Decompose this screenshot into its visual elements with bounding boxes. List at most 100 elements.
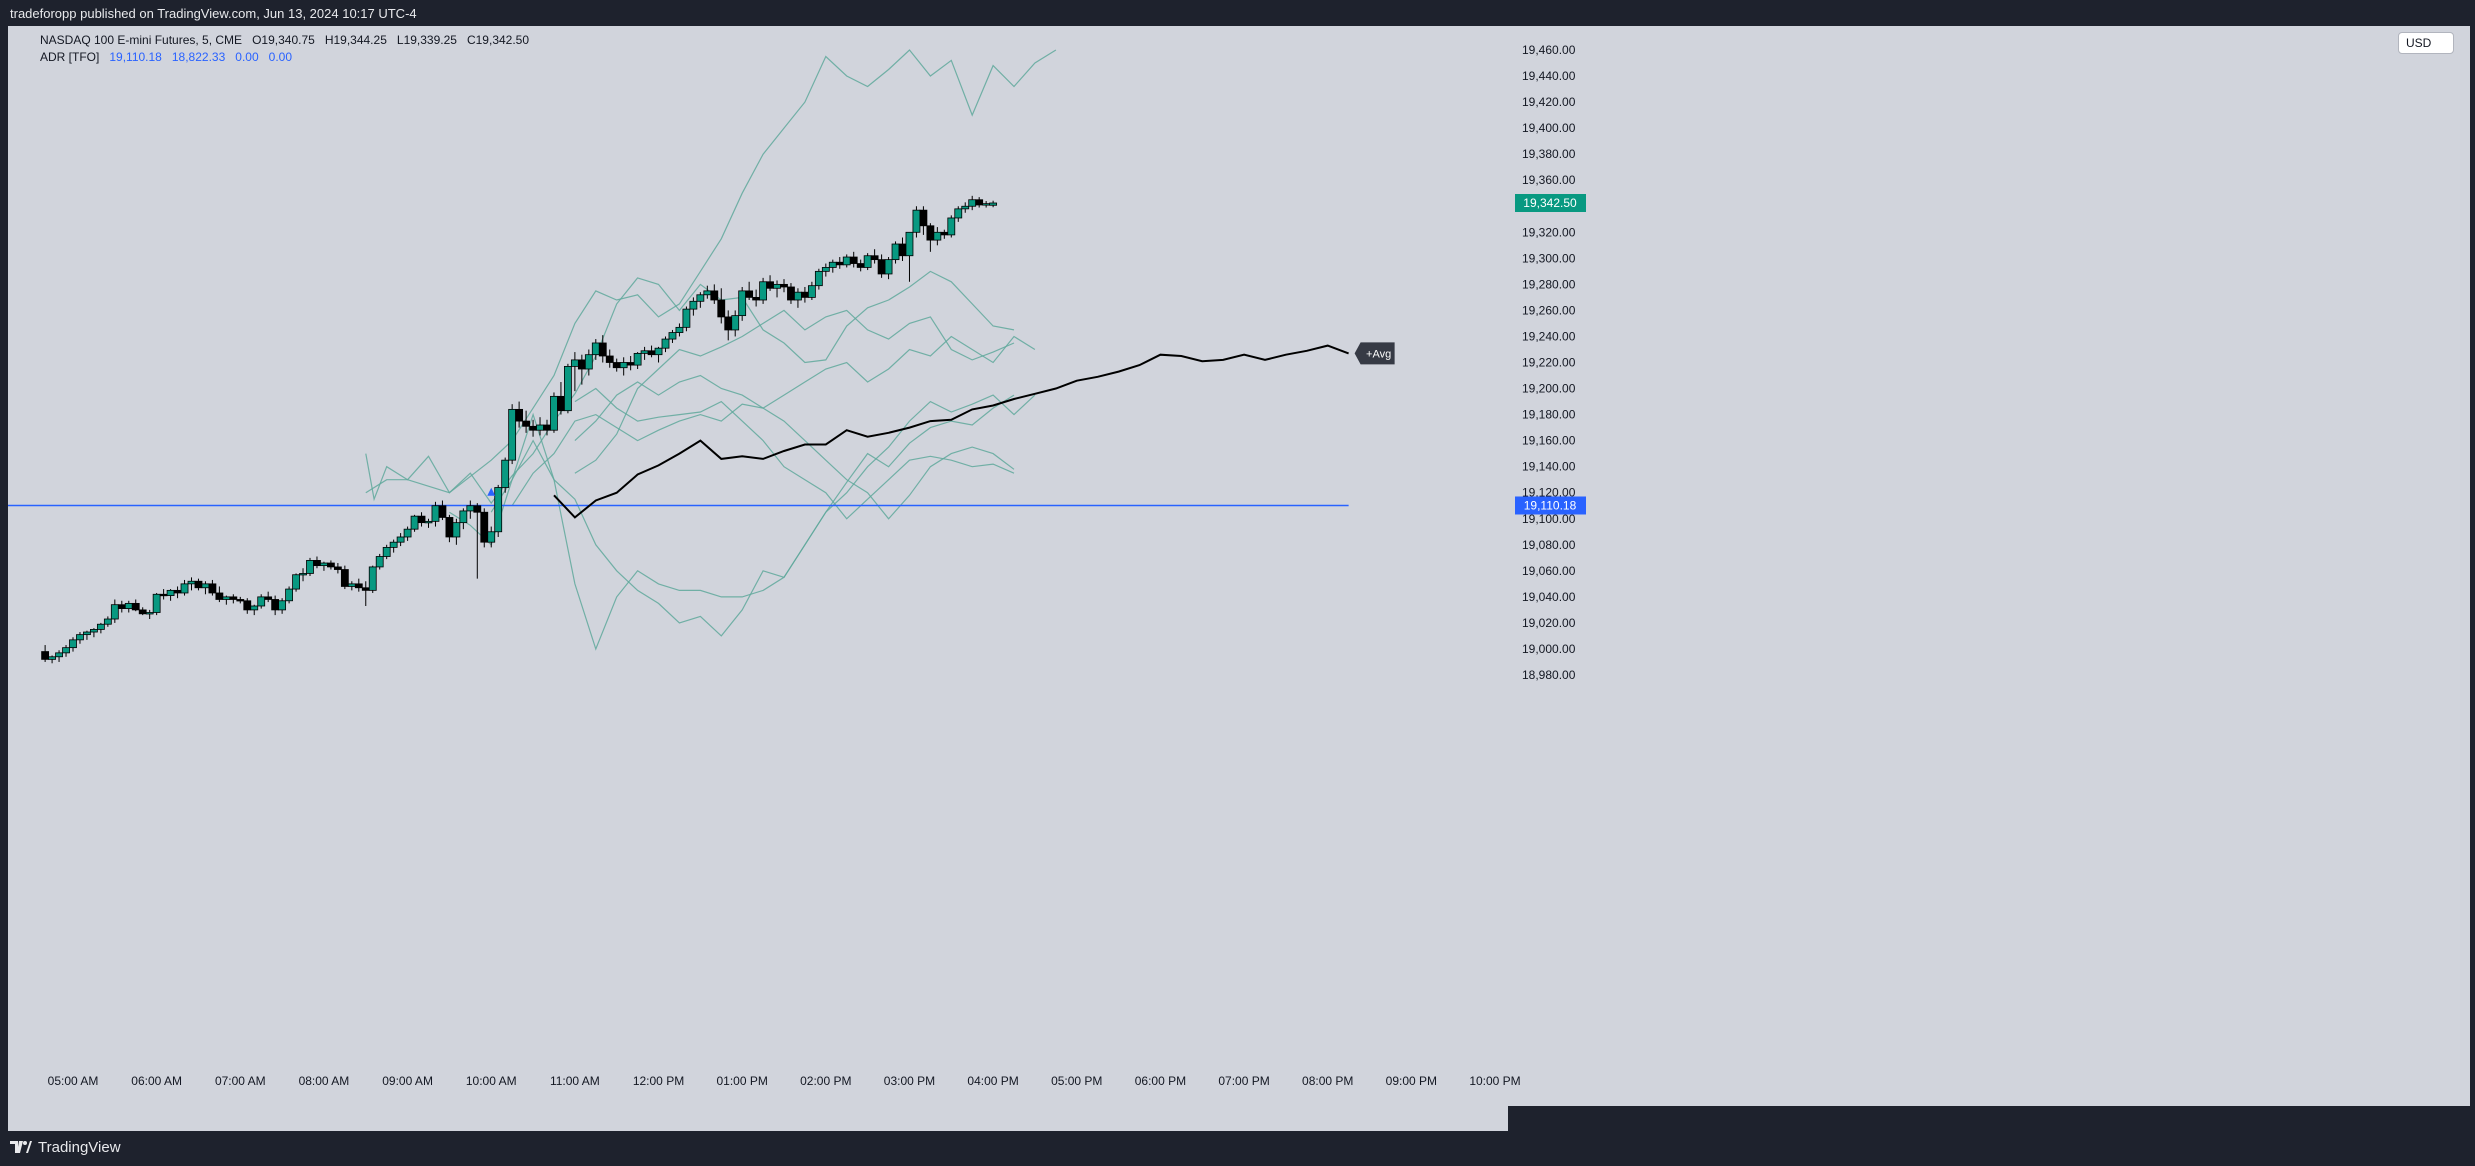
candle-body bbox=[828, 261, 837, 268]
y-tick-label: 19,020.00 bbox=[1522, 616, 1576, 630]
candle-body bbox=[424, 520, 433, 524]
candle-body bbox=[96, 623, 105, 630]
y-tick-label: 19,060.00 bbox=[1522, 564, 1576, 578]
indicator-value-1: 19,110.18 bbox=[109, 50, 162, 64]
candle-body bbox=[333, 566, 342, 570]
candle-body bbox=[947, 217, 956, 236]
y-tick-label: 19,360.00 bbox=[1522, 173, 1576, 187]
candle-body bbox=[738, 290, 747, 317]
level-price-label: 19,110.18 bbox=[1524, 498, 1577, 512]
candle-body bbox=[501, 459, 510, 488]
candle-body bbox=[431, 505, 440, 522]
candle-body bbox=[236, 599, 245, 602]
candle-body bbox=[452, 522, 461, 538]
candle-body bbox=[354, 583, 363, 589]
y-tick-label: 19,140.00 bbox=[1522, 460, 1576, 474]
symbol-name: NASDAQ 100 E-mini Futures, 5, CME bbox=[40, 33, 243, 47]
candle-body bbox=[584, 354, 593, 370]
candle-body bbox=[933, 231, 942, 241]
candle-body bbox=[577, 359, 586, 370]
candle-body bbox=[780, 283, 788, 288]
x-tick-label: 07:00 PM bbox=[1218, 1074, 1269, 1088]
candle-body bbox=[62, 647, 70, 654]
y-tick-label: 19,440.00 bbox=[1522, 69, 1576, 83]
candle-body bbox=[814, 270, 823, 287]
brand-name: TradingView bbox=[38, 1139, 121, 1156]
currency-button[interactable]: USD bbox=[2398, 32, 2454, 54]
candle-body bbox=[564, 366, 572, 412]
candle-body bbox=[271, 599, 280, 611]
candle-body bbox=[640, 350, 649, 354]
x-tick-label: 08:00 PM bbox=[1302, 1074, 1353, 1088]
candle-body bbox=[110, 604, 119, 620]
historical-path-line bbox=[449, 394, 1036, 637]
candle-body bbox=[801, 291, 809, 298]
x-tick-label: 02:00 PM bbox=[800, 1074, 851, 1088]
y-tick-label: 19,200.00 bbox=[1522, 382, 1576, 396]
candle-body bbox=[90, 629, 98, 633]
high-value: H19,344.25 bbox=[324, 33, 387, 47]
y-tick-label: 19,120.00 bbox=[1522, 486, 1576, 500]
candle-body bbox=[717, 299, 726, 318]
candle-body bbox=[961, 205, 970, 210]
candle-body bbox=[410, 515, 419, 530]
candle-body bbox=[124, 602, 133, 609]
y-tick-label: 19,160.00 bbox=[1522, 434, 1576, 448]
candle-body bbox=[131, 602, 140, 611]
y-tick-label: 19,180.00 bbox=[1522, 408, 1576, 422]
last-price-label: 19,342.50 bbox=[1523, 196, 1577, 210]
candle-body bbox=[194, 580, 203, 589]
candle-body bbox=[529, 425, 537, 431]
publish-info: tradeforopp published on TradingView.com… bbox=[10, 6, 417, 21]
indicator-value-2: 18,822.33 bbox=[171, 50, 226, 64]
x-tick-label: 04:00 PM bbox=[967, 1074, 1018, 1088]
candle-body bbox=[166, 589, 175, 596]
candle-body bbox=[278, 600, 287, 611]
chart-area[interactable]: 18,980.00 19,000.00 19,020.00 19,040.00 19,0… bbox=[8, 26, 2470, 1131]
candle-body bbox=[989, 202, 998, 206]
candle-body bbox=[361, 587, 370, 591]
candle-body bbox=[375, 556, 384, 568]
brand: TradingView bbox=[10, 1139, 121, 1156]
candle-body bbox=[661, 338, 670, 349]
candle-body bbox=[835, 261, 844, 266]
close-value: C19,342.50 bbox=[466, 33, 530, 47]
candle-body bbox=[703, 290, 712, 296]
y-tick-label: 19,240.00 bbox=[1522, 329, 1576, 343]
candle-body bbox=[445, 517, 454, 538]
candle-body bbox=[536, 424, 544, 431]
candle-body bbox=[299, 573, 307, 576]
candle-body bbox=[243, 600, 252, 611]
price-chart[interactable]: 18,980.00 19,000.00 19,020.00 19,040.00 19,0… bbox=[8, 26, 2470, 1131]
y-tick-label: 19,040.00 bbox=[1522, 590, 1576, 604]
candle-body bbox=[787, 286, 795, 301]
historical-path-line bbox=[574, 387, 1015, 520]
candle-body bbox=[389, 541, 398, 548]
time-axis-background bbox=[8, 1106, 1508, 1131]
y-tick-label: 19,300.00 bbox=[1522, 251, 1576, 265]
candle-body bbox=[494, 487, 503, 533]
candle-body bbox=[396, 536, 405, 543]
avg-label: +Avg bbox=[1366, 348, 1391, 360]
candle-body bbox=[543, 424, 551, 431]
candle-body bbox=[849, 256, 858, 264]
candle-body bbox=[570, 359, 579, 367]
candle-body bbox=[250, 605, 259, 611]
top-bar: tradeforopp published on TradingView.com… bbox=[0, 0, 2475, 26]
candle-body bbox=[403, 528, 412, 538]
signal-marker-icon bbox=[487, 487, 496, 496]
y-tick-label: 19,380.00 bbox=[1522, 147, 1576, 161]
historical-path-line bbox=[574, 374, 1015, 520]
x-tick-label: 08:00 AM bbox=[299, 1074, 350, 1088]
level-price-tag bbox=[1515, 496, 1586, 515]
x-tick-label: 01:00 PM bbox=[716, 1074, 767, 1088]
candle-body bbox=[724, 316, 733, 331]
candle-body bbox=[222, 596, 231, 600]
candle-body bbox=[877, 259, 886, 275]
candle-body bbox=[905, 231, 914, 257]
y-tick-label: 19,100.00 bbox=[1522, 512, 1576, 526]
y-tick-label: 19,280.00 bbox=[1522, 277, 1576, 291]
candle-body bbox=[473, 505, 482, 513]
open-value: O19,340.75 bbox=[252, 33, 315, 47]
candle-body bbox=[807, 285, 816, 298]
